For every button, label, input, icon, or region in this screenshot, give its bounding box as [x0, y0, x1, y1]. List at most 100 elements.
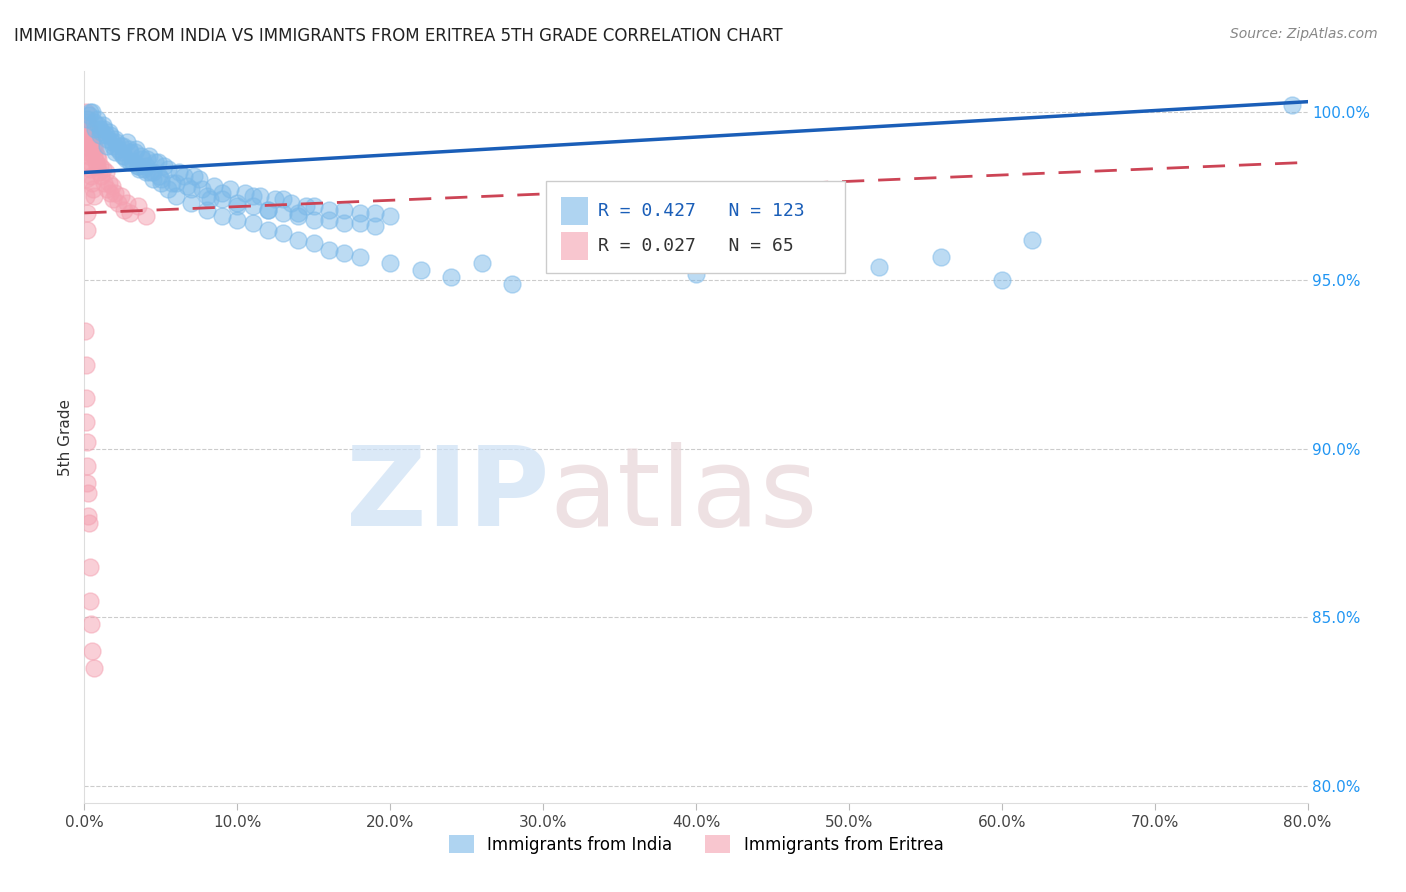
Point [280, 195, 302, 210]
Point [302, 212, 325, 227]
Point [80, 176, 103, 190]
Point [149, 176, 172, 190]
Point [242, 189, 264, 203]
Point [86, 148, 108, 162]
Point [118, 142, 141, 156]
Point [287, 209, 309, 223]
Point [202, 178, 225, 193]
Point [77, 516, 100, 530]
Point [157, 162, 180, 177]
Point [318, 243, 340, 257]
Point [94, 165, 117, 179]
Point [115, 135, 138, 149]
Point [349, 216, 371, 230]
Point [173, 169, 195, 183]
Point [302, 199, 325, 213]
Point [76, 509, 98, 524]
Point [82, 182, 104, 196]
Point [87, 165, 110, 179]
Text: R = 0.427   N = 123: R = 0.427 N = 123 [598, 202, 804, 220]
Point [1281, 98, 1303, 112]
Point [112, 202, 135, 217]
Point [76, 115, 98, 129]
Point [76, 135, 98, 149]
Point [333, 246, 356, 260]
Legend: Immigrants from India, Immigrants from Eritrea: Immigrants from India, Immigrants from E… [441, 829, 950, 860]
Point [98, 186, 121, 200]
Point [79, 128, 101, 143]
Point [84, 142, 107, 156]
Point [76, 112, 98, 126]
Point [440, 270, 463, 285]
Point [471, 256, 494, 270]
Bar [561, 232, 588, 260]
Point [271, 226, 294, 240]
Point [188, 172, 211, 186]
Text: ZIP: ZIP [346, 442, 550, 549]
Point [80, 644, 103, 658]
Point [125, 142, 148, 156]
Point [83, 148, 105, 162]
Y-axis label: 5th Grade: 5th Grade [58, 399, 73, 475]
Point [121, 155, 143, 169]
Point [149, 172, 172, 186]
Point [80, 104, 103, 119]
Point [96, 132, 118, 146]
Point [120, 145, 142, 160]
Point [157, 182, 180, 196]
Point [195, 202, 218, 217]
Point [80, 132, 103, 146]
Point [76, 475, 98, 490]
Point [131, 152, 153, 166]
Point [295, 199, 318, 213]
Point [90, 125, 112, 139]
Point [86, 159, 108, 173]
FancyBboxPatch shape [546, 181, 845, 273]
Point [364, 219, 387, 234]
Point [302, 236, 325, 251]
Point [143, 155, 166, 169]
Point [349, 250, 371, 264]
Point [89, 159, 111, 173]
Bar [561, 197, 588, 225]
Point [132, 162, 155, 177]
Point [271, 193, 294, 207]
Point [84, 155, 107, 169]
Point [120, 206, 142, 220]
Text: Source: ZipAtlas.com: Source: ZipAtlas.com [1230, 27, 1378, 41]
Point [257, 202, 280, 217]
Point [136, 152, 159, 166]
Point [79, 162, 101, 177]
Point [139, 165, 162, 179]
Point [75, 415, 97, 429]
Point [191, 182, 214, 196]
Point [101, 178, 124, 193]
Point [180, 195, 202, 210]
Point [79, 125, 101, 139]
Point [105, 135, 128, 149]
Point [153, 159, 176, 173]
Point [76, 223, 98, 237]
Point [77, 108, 100, 122]
Point [103, 138, 125, 153]
Point [218, 182, 240, 196]
Point [104, 132, 127, 146]
Point [122, 155, 145, 169]
Text: R = 0.027   N = 65: R = 0.027 N = 65 [598, 237, 794, 255]
Point [249, 189, 271, 203]
Point [165, 189, 187, 203]
Point [96, 138, 118, 153]
Point [138, 148, 160, 162]
Point [101, 135, 124, 149]
Point [624, 246, 647, 260]
Point [77, 118, 100, 132]
Point [104, 145, 127, 160]
Point [233, 186, 256, 200]
Point [96, 182, 118, 196]
Point [211, 209, 233, 223]
Point [409, 263, 432, 277]
Point [75, 104, 97, 119]
Point [104, 186, 127, 200]
Point [318, 212, 340, 227]
Point [226, 212, 249, 227]
